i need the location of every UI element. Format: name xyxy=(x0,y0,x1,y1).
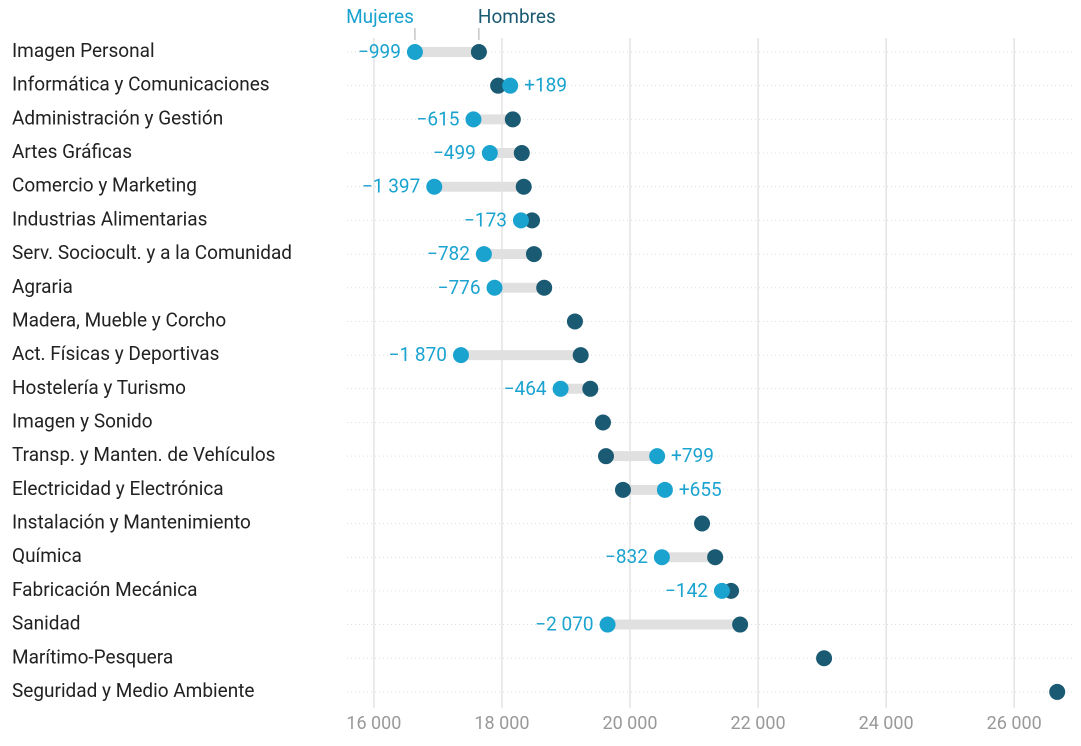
category-label: Comercio y Marketing xyxy=(12,174,197,197)
category-label: Imagen y Sonido xyxy=(12,409,153,432)
hombres-dot xyxy=(594,414,611,431)
hombres-dot xyxy=(536,279,553,296)
category-label: Instalación y Mantenimiento xyxy=(12,511,251,534)
category-label: Industrias Alimentarias xyxy=(12,207,207,230)
hombres-dot xyxy=(1049,683,1066,700)
difference-label: +655 xyxy=(679,478,722,501)
x-tick-label: 20 000 xyxy=(602,713,657,734)
hombres-dot xyxy=(513,145,530,162)
category-label: Fabricación Mecánica xyxy=(12,578,197,601)
x-tick-label: 18 000 xyxy=(474,713,529,734)
mujeres-dot xyxy=(426,178,443,195)
hombres-dot xyxy=(614,481,631,498)
hombres-dot xyxy=(525,246,542,263)
difference-label: −2 070 xyxy=(535,613,593,636)
hombres-dot xyxy=(732,616,749,633)
mujeres-dot xyxy=(452,347,469,364)
category-label: Marítimo-Pesquera xyxy=(12,645,173,668)
hombres-dot xyxy=(490,77,507,94)
difference-label: −499 xyxy=(433,141,476,164)
hombres-dot xyxy=(515,178,532,195)
difference-label: +799 xyxy=(671,444,714,467)
legend-label: Hombres xyxy=(478,5,556,28)
category-label: Informática y Comunicaciones xyxy=(12,73,270,96)
mujeres-dot xyxy=(653,549,670,566)
x-tick-label: 24 000 xyxy=(859,713,914,734)
difference-label: −832 xyxy=(605,545,648,568)
difference-label: −615 xyxy=(417,107,460,130)
hombres-dot xyxy=(582,380,599,397)
mujeres-dot xyxy=(649,448,666,465)
category-label: Química xyxy=(12,544,82,567)
hombres-dot xyxy=(707,549,724,566)
x-tick-label: 22 000 xyxy=(731,713,786,734)
category-label: Sanidad xyxy=(12,612,81,635)
mujeres-dot xyxy=(406,44,423,60)
hombres-dot xyxy=(572,347,589,364)
mujeres-dot xyxy=(465,111,482,128)
difference-label: −142 xyxy=(665,579,708,602)
difference-label: +189 xyxy=(524,74,567,97)
difference-label: −776 xyxy=(438,276,481,299)
mujeres-dot xyxy=(502,77,519,94)
difference-label: −782 xyxy=(427,242,470,265)
category-label: Seguridad y Medio Ambiente xyxy=(12,679,255,702)
hombres-dot xyxy=(504,111,521,128)
category-label: Administración y Gestión xyxy=(12,106,223,129)
hombres-dot xyxy=(470,44,487,60)
mujeres-dot xyxy=(713,582,730,599)
mujeres-dot xyxy=(552,380,569,397)
hombres-dot xyxy=(524,212,541,229)
difference-label: −1 397 xyxy=(362,175,420,198)
category-label: Hostelería y Turismo xyxy=(12,376,186,399)
difference-label: −999 xyxy=(358,40,401,63)
category-label: Act. Físicas y Deportivas xyxy=(12,342,219,365)
x-tick-label: 26 000 xyxy=(987,713,1042,734)
legend-label: Mujeres xyxy=(346,5,414,28)
hombres-dot xyxy=(566,313,583,330)
category-label: Agraria xyxy=(12,275,73,298)
hombres-dot xyxy=(816,650,833,667)
mujeres-dot xyxy=(475,246,492,263)
difference-label: −1 870 xyxy=(389,343,447,366)
difference-label: −464 xyxy=(504,377,547,400)
hombres-dot xyxy=(597,448,614,465)
category-label: Madera, Mueble y Corcho xyxy=(12,308,226,331)
mujeres-dot xyxy=(481,145,498,162)
x-tick-label: 16 000 xyxy=(346,713,401,734)
mujeres-dot xyxy=(656,481,673,498)
mujeres-dot xyxy=(599,616,616,633)
mujeres-dot xyxy=(512,212,529,229)
mujeres-dot xyxy=(486,279,503,296)
difference-label: −173 xyxy=(464,208,507,231)
hombres-dot xyxy=(694,515,711,532)
category-label: Imagen Personal xyxy=(12,39,155,62)
category-label: Artes Gráficas xyxy=(12,140,132,163)
category-label: Electricidad y Electrónica xyxy=(12,477,224,500)
category-label: Serv. Sociocult. y a la Comunidad xyxy=(12,241,292,264)
category-label: Transp. y Manten. de Vehículos xyxy=(12,443,275,466)
